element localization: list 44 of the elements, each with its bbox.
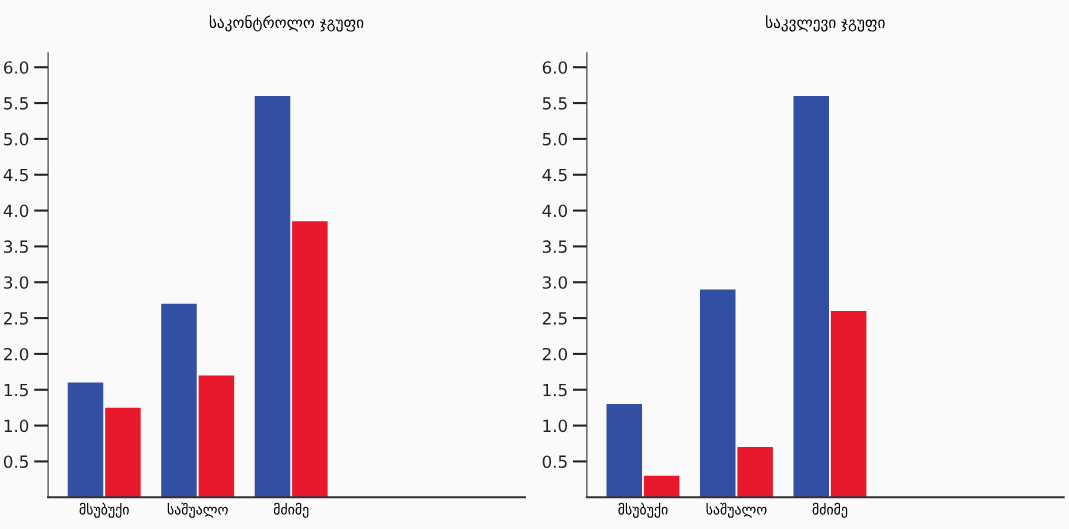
y-tick-label: 6.0: [542, 61, 568, 74]
bar: [643, 475, 680, 498]
y-tick-label: 2.5: [542, 312, 567, 325]
x-tick-label: მძიმე: [273, 502, 309, 518]
y-tick-label: 3.0: [542, 276, 568, 289]
x-tick-label: საშუალო: [706, 502, 767, 518]
y-tick-label: 3.0: [4, 276, 29, 289]
y-tick-label: 6.0: [4, 61, 29, 74]
y-tick-label: 4.5: [3, 168, 28, 182]
bar: [292, 221, 328, 498]
y-tick-label: 3.5: [542, 240, 567, 253]
y-tick-label: 0.5: [542, 455, 567, 468]
y-tick-label: 5.0: [542, 132, 568, 146]
bar: [254, 95, 291, 498]
y-tick-label: 4.0: [3, 204, 29, 218]
y-tick-label: 1.5: [4, 383, 28, 397]
y-tick-label: 4.0: [542, 204, 568, 218]
x-tick-label: საშუალო: [167, 502, 228, 518]
bar: [67, 382, 104, 498]
y-tick-label: 0.5: [3, 455, 28, 468]
chart-title: საკონტროლო ჯგუფი: [209, 15, 364, 32]
x-tick-label: მძიმე: [812, 502, 848, 518]
y-tick-label: 1.0: [543, 419, 568, 433]
y-tick-label: 2.0: [4, 347, 29, 361]
x-tick-label: მსუბუქი: [79, 502, 129, 518]
y-tick-label: 4.5: [542, 168, 567, 182]
y-tick-label: 2.0: [542, 347, 568, 361]
bar: [105, 407, 141, 498]
bar: [793, 95, 829, 498]
y-tick-label: 5.5: [4, 97, 28, 110]
bar: [198, 375, 235, 498]
x-tick-label: მსუბუქი: [618, 502, 668, 518]
y-tick-label: 3.5: [4, 240, 28, 253]
bar: [737, 447, 773, 498]
y-tick-label: 1.5: [543, 383, 567, 397]
y-tick-label: 5.0: [4, 132, 29, 146]
y-tick-label: 5.5: [542, 97, 567, 110]
bar: [699, 289, 736, 498]
bar: [161, 303, 197, 498]
chart-title: საკვლევი ჯგუფი: [766, 15, 885, 32]
bar: [830, 310, 867, 498]
bar: [606, 404, 643, 498]
y-tick-label: 2.5: [4, 312, 28, 325]
y-tick-label: 1.0: [4, 419, 29, 433]
